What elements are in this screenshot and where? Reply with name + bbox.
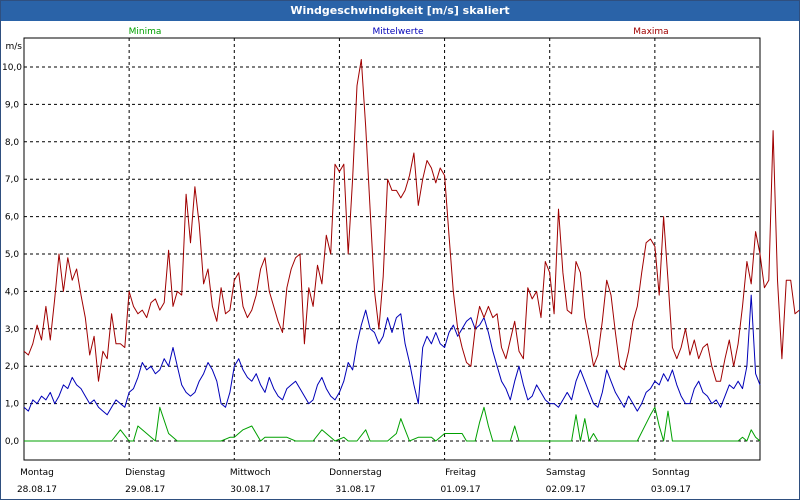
series-line-maxima (23, 59, 800, 382)
y-tick-labels: 0,0 1,0 2,0 3,0 4,0 5,0 6,0 7,0 8,0 9,0 10,0 (2, 63, 22, 447)
series-lines (23, 59, 800, 442)
series-line-mittelwerte (23, 294, 761, 416)
legend: Minima Mittelwerte Maxima (129, 27, 669, 37)
x-day-name: Dienstag (125, 468, 165, 478)
legend-minima: Minima (129, 27, 162, 37)
x-day-name: Freitag (445, 468, 476, 478)
y-tick-label: 6,0 (5, 213, 20, 223)
y-tick-label: 8,0 (5, 138, 20, 148)
y-tick-label: 2,0 (5, 362, 20, 372)
plot-area (23, 37, 761, 461)
window-title: Windgeschwindigkeit [m/s] skaliert (1, 1, 799, 21)
y-tick-label: 5,0 (5, 250, 20, 260)
y-tick-label: 0,0 (5, 437, 20, 447)
y-tick-label: 4,0 (5, 287, 20, 297)
y-tick-label: 3,0 (5, 325, 20, 335)
x-day-date: 28.08.17 (17, 485, 57, 495)
x-day-name: Mittwoch (230, 468, 271, 478)
x-day-date: 02.09.17 (546, 485, 586, 495)
x-day-name: Donnerstag (329, 468, 382, 478)
y-tick-label: 1,0 (5, 400, 20, 410)
x-day-name: Samstag (546, 468, 585, 478)
grid-lines (24, 38, 760, 460)
x-day-date: 31.08.17 (335, 485, 375, 495)
x-day-name: Montag (20, 468, 54, 478)
x-day-date: 01.09.17 (441, 485, 481, 495)
x-day-date: 29.08.17 (125, 485, 165, 495)
x-day-date: 03.09.17 (651, 485, 691, 495)
y-tick-label: 7,0 (5, 175, 20, 185)
legend-mittelwerte: Mittelwerte (372, 27, 423, 37)
legend-maxima: Maxima (633, 27, 668, 37)
x-day-name: Sonntag (652, 468, 689, 478)
series-line-minima (24, 406, 761, 442)
y-axis-unit: m/s (6, 42, 23, 52)
y-tick-label: 9,0 (5, 100, 20, 110)
x-tick-labels: Montag 28.08.17 Dienstag 29.08.17 Mittwoch 30… (17, 468, 691, 495)
y-tick-label: 10,0 (2, 63, 22, 73)
x-day-date: 30.08.17 (230, 485, 270, 495)
